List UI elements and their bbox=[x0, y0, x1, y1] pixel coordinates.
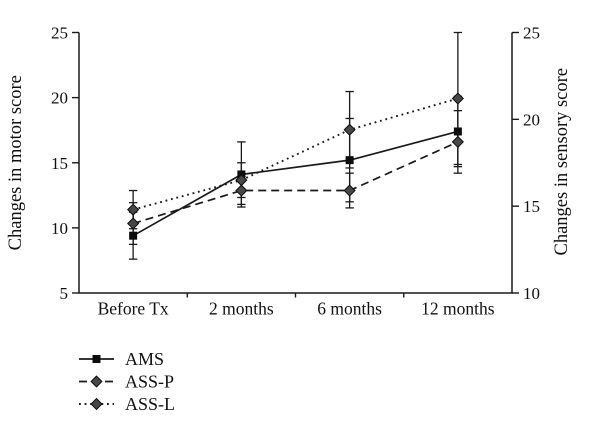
legend-marker-ass-p bbox=[90, 375, 103, 388]
diamond-marker-ass-p bbox=[127, 217, 140, 230]
right-axis-title: Changes in sensory score bbox=[552, 68, 572, 256]
diamond-marker-ass-l bbox=[451, 92, 464, 105]
diamond-marker-ass-l bbox=[235, 174, 248, 187]
legend-marker-ass-l bbox=[90, 397, 103, 411]
x-category-label: 6 months bbox=[317, 299, 382, 319]
left-axis-tick-label: 5 bbox=[60, 284, 69, 303]
diamond-marker-ass-p bbox=[451, 135, 464, 149]
square-marker-ams bbox=[453, 127, 462, 136]
square-marker-ams bbox=[129, 231, 138, 240]
legend-label: ASS-P bbox=[125, 372, 174, 392]
diamond-marker-ass-l bbox=[127, 203, 140, 216]
left-axis-tick-label: 15 bbox=[51, 154, 68, 173]
left-axis-title: Changes in motor score bbox=[6, 75, 26, 250]
right-axis-tick-label: 15 bbox=[523, 197, 540, 216]
x-category-label: Before Tx bbox=[98, 299, 169, 319]
right-axis-tick-label: 25 bbox=[523, 24, 540, 43]
legend-label: ASS-L bbox=[125, 394, 175, 414]
legend-item-ass-l: ASS-L bbox=[79, 394, 175, 414]
diamond-marker-ass-p bbox=[235, 184, 248, 197]
series-markers-ass-l bbox=[127, 92, 464, 216]
diamond-marker-ass-l bbox=[343, 123, 356, 136]
legend-marker-ams bbox=[92, 355, 101, 363]
legend-label: AMS bbox=[125, 349, 164, 369]
x-category-label: 12 months bbox=[421, 299, 495, 319]
series-line-ass-l bbox=[132, 97, 459, 211]
series-line-ass-p bbox=[132, 141, 459, 225]
left-axis-tick-label: 25 bbox=[51, 24, 68, 43]
left-axis-tick-label: 20 bbox=[51, 89, 68, 108]
series-line-ams bbox=[132, 130, 459, 237]
right-axis-tick-label: 20 bbox=[523, 110, 540, 129]
axes-frame bbox=[78, 32, 513, 294]
x-category-label: 2 months bbox=[209, 299, 274, 319]
left-axis-tick-label: 10 bbox=[51, 219, 68, 238]
right-axis-tick-label: 10 bbox=[523, 284, 540, 303]
series-markers-ass-p bbox=[127, 135, 464, 230]
square-marker-ams bbox=[345, 156, 354, 165]
legend-item-ams: AMS bbox=[79, 349, 164, 369]
legend-item-ass-p: ASS-P bbox=[79, 372, 174, 392]
error-bars-ass-p bbox=[128, 110, 463, 246]
error-bars-ams bbox=[128, 95, 463, 260]
diamond-marker-ass-p bbox=[343, 184, 356, 197]
error-bars-ass-l bbox=[128, 31, 463, 230]
